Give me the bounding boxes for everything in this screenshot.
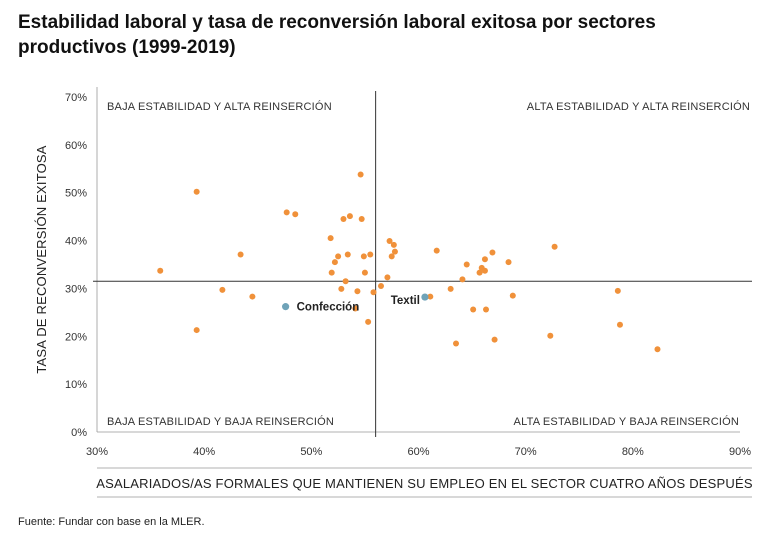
data-point: [481, 267, 488, 274]
labels-layer: 0% 10% 20% 30% 40% 50% 60% 70% 30% 40% 50% 60% 70% 80…: [34, 92, 753, 491]
data-point: [470, 306, 477, 313]
data-point: [427, 293, 434, 300]
data-point: [453, 340, 460, 347]
highlighted-point: [421, 293, 429, 301]
data-point: [547, 332, 554, 339]
quadrant-label-top-left: BAJA ESTABILIDAD Y ALTA REINSERCIÓN: [107, 100, 332, 113]
x-axis-title: ASALARIADOS/AS FORMALES QUE MANTIENEN SU…: [96, 476, 753, 491]
data-point: [354, 288, 361, 295]
x-tick-label: 70%: [515, 446, 537, 458]
points-layer: [157, 171, 661, 353]
data-point: [365, 318, 372, 325]
data-point: [390, 241, 397, 248]
data-point: [193, 327, 200, 334]
data-point: [292, 211, 299, 218]
x-tick-label: 50%: [300, 446, 322, 458]
data-point: [489, 249, 496, 256]
data-point: [342, 278, 349, 285]
data-point: [367, 251, 374, 258]
data-point: [335, 253, 342, 260]
x-tick-label: 90%: [729, 446, 751, 458]
data-point: [505, 259, 512, 266]
data-point: [433, 247, 440, 254]
data-point: [360, 253, 367, 260]
data-point: [357, 171, 364, 178]
data-point: [361, 269, 368, 276]
data-point: [384, 274, 391, 281]
highlighted-point: [282, 303, 290, 311]
data-point: [476, 269, 483, 276]
scatter-chart: 0% 10% 20% 30% 40% 50% 60% 70% 30% 40% 50% 60% 70% 80…: [34, 87, 753, 498]
data-point: [344, 251, 351, 258]
quadrant-label-bottom-right: ALTA ESTABILIDAD Y BAJA REINSERCIÓN: [514, 415, 739, 428]
y-tick-label: 40%: [65, 236, 87, 248]
data-point: [219, 286, 226, 293]
highlight-label: Confección: [297, 302, 360, 314]
y-tick-label: 10%: [65, 379, 87, 391]
data-point: [447, 285, 454, 292]
chart-title: Estabilidad laboral y tasa de reconversi…: [18, 12, 656, 58]
data-point: [483, 306, 490, 313]
quadrant-label-top-right: ALTA ESTABILIDAD Y ALTA REINSERCIÓN: [527, 100, 750, 113]
source-note: Fuente: Fundar con base en la MLER.: [18, 516, 205, 528]
data-point: [346, 213, 353, 220]
data-point: [328, 269, 335, 276]
axes-layer: [93, 87, 752, 498]
data-point: [463, 261, 470, 268]
y-tick-label: 60%: [65, 140, 87, 152]
x-tick-label: 40%: [193, 446, 215, 458]
data-point: [283, 209, 290, 216]
data-point: [509, 292, 516, 299]
y-tick-label: 20%: [65, 331, 87, 343]
data-point: [481, 256, 488, 263]
data-point: [377, 283, 384, 290]
data-point: [352, 305, 359, 312]
data-point: [340, 216, 347, 223]
y-tick-label: 0%: [71, 427, 87, 439]
data-point: [327, 235, 334, 242]
data-point: [193, 188, 200, 195]
data-point: [614, 287, 621, 294]
quadrant-label-bottom-left: BAJA ESTABILIDAD Y BAJA REINSERCIÓN: [107, 415, 334, 428]
x-tick-label: 60%: [407, 446, 429, 458]
y-tick-label: 30%: [65, 283, 87, 295]
y-tick-label: 70%: [65, 92, 87, 104]
y-axis-title: TASA DE RECONVERSIÓN EXITOSA: [34, 145, 49, 373]
data-point: [386, 238, 393, 245]
data-point: [157, 267, 164, 274]
x-tick-label: 80%: [622, 446, 644, 458]
data-point: [388, 253, 395, 260]
y-tick-label: 50%: [65, 188, 87, 200]
data-point: [551, 243, 558, 250]
data-point: [338, 285, 345, 292]
data-point: [491, 336, 498, 343]
data-point: [370, 289, 377, 296]
data-point: [459, 276, 466, 283]
highlight-label: Textil: [391, 295, 420, 307]
data-point: [249, 293, 256, 300]
data-point: [654, 346, 661, 353]
data-point: [616, 321, 623, 328]
data-point: [237, 251, 244, 258]
x-tick-label: 30%: [86, 446, 108, 458]
data-point: [331, 259, 338, 266]
data-point: [391, 248, 398, 255]
data-point: [358, 216, 365, 223]
